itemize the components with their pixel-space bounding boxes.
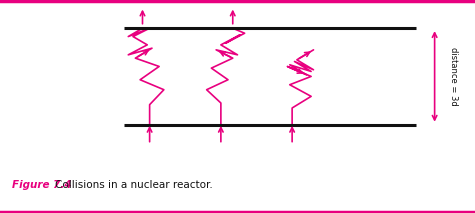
Text: Collisions in a nuclear reactor.: Collisions in a nuclear reactor.	[55, 180, 212, 190]
Text: Figure 7.4: Figure 7.4	[12, 180, 72, 190]
Text: distance = 3d: distance = 3d	[449, 47, 458, 106]
